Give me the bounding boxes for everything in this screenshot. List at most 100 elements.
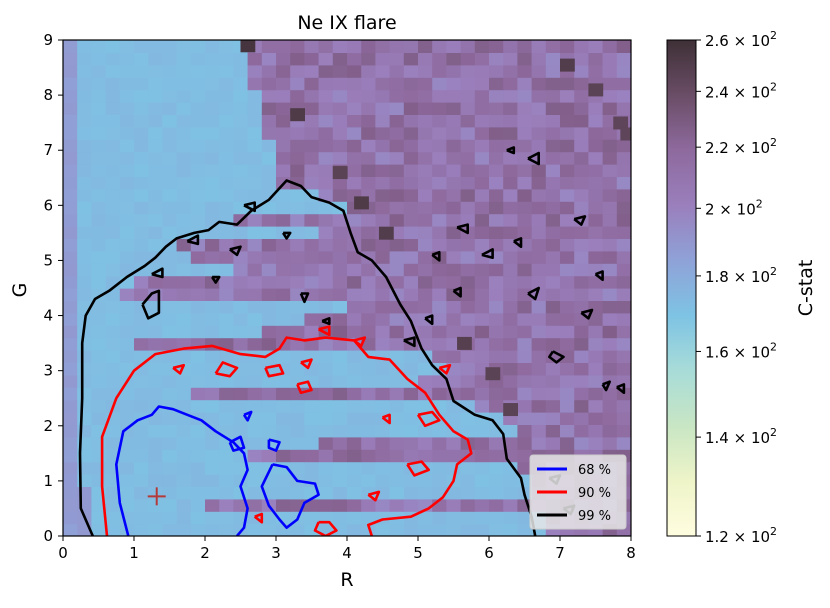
heatmap-cell	[531, 126, 547, 140]
heatmap-cell	[205, 40, 220, 53]
heatmap-cell	[531, 436, 547, 450]
heatmap-cell	[517, 424, 533, 438]
heatmap-cell	[91, 40, 107, 53]
heatmap-cell	[304, 164, 320, 177]
x-tick-label: 1	[129, 544, 139, 562]
heatmap-cell	[375, 201, 391, 215]
heatmap-cell	[105, 89, 121, 103]
heatmap-cell	[77, 164, 92, 177]
heatmap-cell	[190, 312, 206, 326]
heatmap-cell	[560, 238, 575, 252]
heatmap-cell	[205, 412, 220, 425]
heatmap-cell	[375, 449, 391, 463]
heatmap-cell	[389, 523, 405, 536]
heatmap-cell	[63, 374, 78, 388]
colorbar-tick-label: 1.6 × 102	[705, 340, 777, 361]
heatmap-cell	[474, 89, 490, 103]
contour-line	[313, 520, 338, 536]
heatmap-cell	[517, 399, 533, 413]
heatmap-cell	[588, 362, 604, 376]
contour-line	[115, 405, 249, 536]
heatmap-cell	[91, 77, 107, 91]
heatmap-cell	[531, 275, 547, 289]
heatmap-cell	[318, 498, 334, 512]
heatmap-cell	[460, 263, 476, 277]
heatmap-cell	[545, 126, 561, 140]
heatmap-cell	[134, 114, 149, 128]
heatmap-cell	[531, 139, 547, 153]
heatmap-cell	[134, 288, 149, 301]
heatmap-cell	[332, 64, 348, 78]
y-tick-label: 7	[43, 141, 53, 159]
heatmap-cell	[574, 52, 589, 66]
heatmap-cell	[588, 188, 604, 202]
heatmap-cell	[63, 275, 78, 289]
heatmap-cell	[489, 461, 504, 475]
heatmap-cell	[205, 201, 220, 215]
heatmap-cell	[77, 89, 92, 103]
heatmap-cell	[77, 412, 92, 425]
heatmap-cell	[474, 498, 490, 512]
heatmap-cell	[574, 77, 589, 91]
heatmap-cell	[219, 449, 234, 463]
heatmap-cell	[276, 126, 291, 140]
heatmap-cell	[176, 449, 192, 463]
heatmap-cell	[63, 201, 78, 215]
heatmap-cell	[91, 64, 107, 78]
heatmap-cell	[134, 176, 149, 190]
heatmap-cell	[474, 486, 490, 500]
heatmap-cell	[219, 461, 234, 475]
heatmap-cell	[460, 89, 476, 103]
y-tick-label: 9	[43, 31, 53, 49]
heatmap-cell	[276, 412, 291, 425]
heatmap-cell	[290, 126, 305, 140]
heatmap-cell	[176, 176, 192, 190]
heatmap-cell	[545, 263, 561, 277]
heatmap-cell	[91, 151, 107, 165]
heatmap-cell	[361, 213, 376, 227]
x-tick-label: 0	[58, 544, 68, 562]
heatmap-cell	[347, 399, 362, 413]
heatmap-cell	[276, 436, 291, 450]
contour-line	[242, 410, 253, 422]
heatmap-cell	[261, 312, 277, 326]
y-axis-label: G	[9, 283, 31, 298]
heatmap-cell	[77, 64, 92, 78]
heatmap-cell	[474, 126, 490, 140]
heatmap-cell	[474, 312, 490, 326]
heatmap-cell	[190, 52, 206, 66]
heatmap-cell	[418, 64, 433, 78]
heatmap-cell	[318, 201, 334, 215]
heatmap-cell	[332, 263, 348, 277]
heatmap-cell	[517, 350, 533, 363]
heatmap-cell	[403, 114, 419, 128]
heatmap-cell	[474, 449, 490, 463]
heatmap-cell	[91, 436, 107, 450]
heatmap-cell	[176, 436, 192, 450]
heatmap-cell	[290, 486, 305, 500]
contour-line	[601, 380, 611, 392]
heatmap-cell	[119, 188, 135, 202]
heatmap-cell	[489, 486, 504, 500]
heatmap-cell	[318, 424, 334, 438]
heatmap-cell	[531, 176, 547, 190]
heatmap-cell	[531, 263, 547, 277]
heatmap-cell	[474, 461, 490, 475]
heatmap-cell	[375, 474, 391, 487]
heatmap-cell	[290, 250, 305, 264]
heatmap-cell	[503, 312, 518, 326]
heatmap-cell	[247, 474, 263, 487]
heatmap-cell	[205, 387, 220, 401]
heatmap-cell	[432, 213, 447, 227]
heatmap-cell	[403, 201, 419, 215]
heatmap-cell	[318, 263, 334, 277]
heatmap-cell	[446, 288, 462, 301]
heatmap-cell	[474, 350, 490, 363]
heatmap-cell	[162, 387, 178, 401]
heatmap-cell	[63, 226, 78, 239]
heatmap-cell	[432, 275, 447, 289]
heatmap-cell	[261, 188, 277, 202]
heatmap-cell	[588, 325, 604, 339]
heatmap-cell	[190, 399, 206, 413]
heatmap-cell	[460, 412, 476, 425]
